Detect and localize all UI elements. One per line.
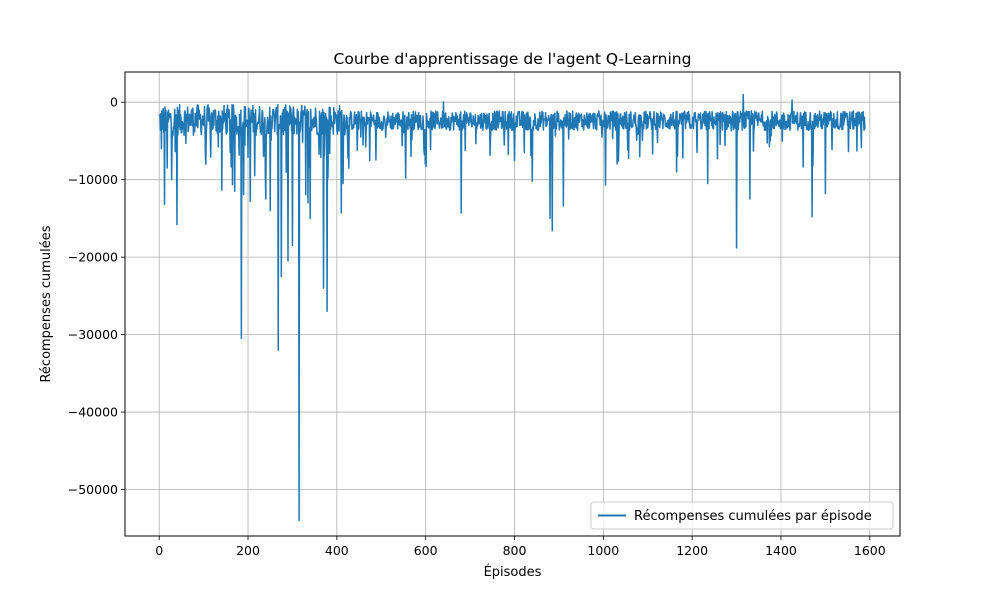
series-layer: [158, 93, 866, 522]
plot-frame: [124, 71, 901, 537]
y-axis-label: Récompenses cumulées: [39, 225, 54, 382]
x-tick-label: 400: [325, 543, 349, 558]
legend-label: Récompenses cumulées par épisode: [634, 509, 872, 524]
y-tick-label: −30000: [68, 327, 118, 342]
x-tick-label: 1200: [676, 543, 708, 558]
chart-title: Courbe d'apprentissage de l'agent Q-Lear…: [334, 50, 692, 68]
y-tick-label: 0: [110, 95, 118, 110]
series-line-rewards: [158, 93, 866, 522]
x-tick-label: 1000: [587, 543, 619, 558]
x-tick-label: 1400: [765, 543, 797, 558]
x-tick-label: 600: [414, 543, 438, 558]
x-tick-label: 800: [503, 543, 527, 558]
x-tick-label: 1600: [854, 543, 886, 558]
y-tick-label: −50000: [68, 482, 118, 497]
y-tick-label: −10000: [68, 172, 118, 187]
y-tick-label: −20000: [68, 250, 118, 265]
x-tick-label: 0: [155, 543, 163, 558]
x-tick-label: 200: [236, 543, 260, 558]
legend-box: [590, 501, 894, 530]
legend: Récompenses cumulées par épisode: [590, 501, 894, 530]
y-tick-label: −40000: [68, 405, 118, 420]
ticks: 0 200 400 600 800 1000 1200 1400 1600 0 −10000 −200…: [68, 95, 886, 558]
grid: [125, 72, 900, 536]
x-axis-label: Épisodes: [484, 564, 542, 580]
